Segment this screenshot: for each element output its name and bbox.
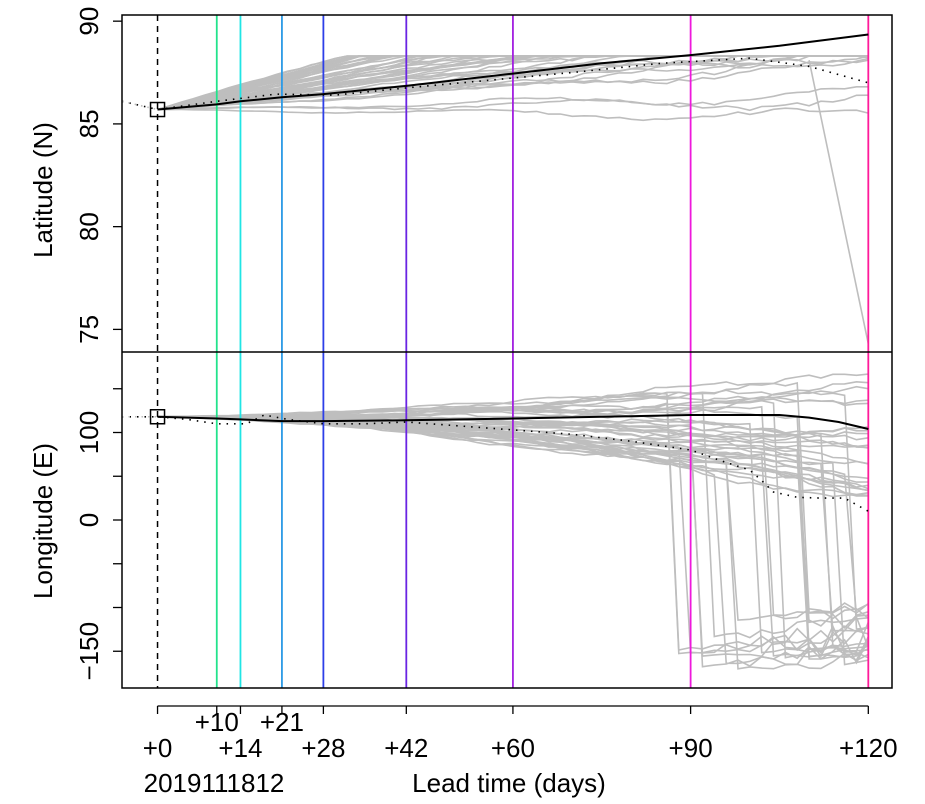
y-tick-label: 100 [74,411,104,454]
panel-frames [121,14,893,689]
series-lines [121,33,869,512]
x-tick-label: +28 [301,733,345,763]
x-tick-label: +0 [143,733,173,763]
init-date-label: 2019111812 [144,768,285,798]
y-axis-label-bottom: Longitude (E) [28,443,58,599]
y-tick-label: 80 [74,212,104,241]
x-tick-label: +90 [669,733,713,763]
y-tick-label: 85 [74,109,104,138]
x-tick-label: +14 [218,733,262,763]
x-tick-label: +60 [491,733,535,763]
x-tick-label: +10 [195,707,239,737]
ensemble-outlier-line [808,60,870,344]
y-tick-label: 0 [74,513,104,527]
x-tick-label: +21 [260,707,304,737]
y-axis-label-top: Latitude (N) [28,122,58,258]
x-axis-label: Lead time (days) [412,768,606,798]
y-tick-label: −150 [74,622,104,681]
x-tick-label: +42 [384,733,428,763]
y-tick-label: 90 [74,7,104,36]
ensemble-mean-line [157,33,869,111]
observed-track-line [122,414,869,512]
start-point-marker [149,101,166,118]
ensemble-mean-line [157,414,869,430]
start-point-marker [149,409,166,425]
x-tick-label: +120 [839,733,898,763]
y-tick-label: 75 [74,315,104,344]
axes: 75 80 85 90 −150 0 100 +10 +21 +0 +14 +28 +42 +60 +90 +… [74,7,898,763]
